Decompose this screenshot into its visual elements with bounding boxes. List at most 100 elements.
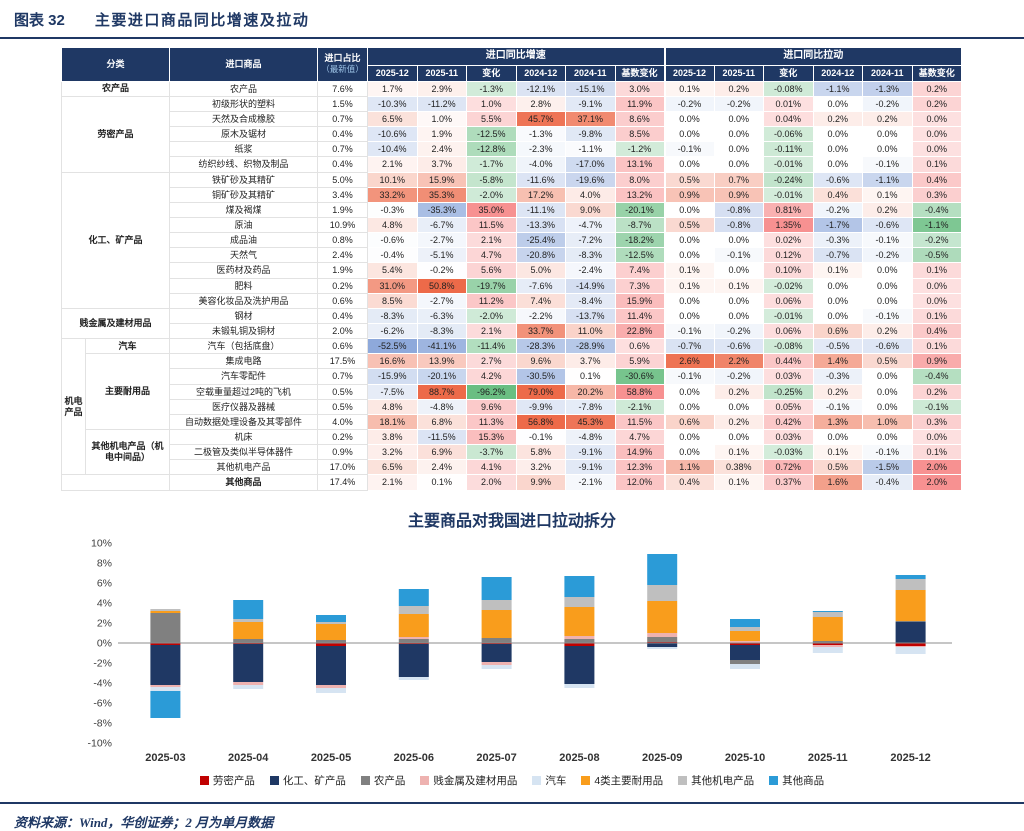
share-cell: 17.4% (317, 474, 369, 491)
table-cell: 0.0% (713, 126, 765, 143)
table-cell: 0.06% (763, 292, 814, 309)
table-cell: -0.4% (911, 201, 963, 219)
table-cell: -41.1% (416, 338, 468, 355)
table-cell: 2.6% (663, 353, 715, 370)
table-cell: 7.4% (515, 292, 567, 309)
source-note-text: 资料来源：Wind，华创证券；2 月为单月数据 (14, 814, 274, 830)
table-cell: 0.0% (812, 292, 864, 309)
table-cell: 2.1% (466, 322, 517, 340)
table-row: 汽车零配件 0.7% -15.9% -20.1% 4.2% -30.5% 0.1% -30.6… (62, 368, 963, 385)
share-cell: 0.5% (317, 383, 369, 400)
table-cell: 0.42% (763, 413, 814, 430)
legend-swatch (420, 775, 430, 785)
table-cell: -2.1% (614, 398, 666, 415)
table-cell: 5.8% (515, 444, 567, 461)
table-cell: -6.3% (416, 307, 468, 325)
table-cell: 1.1% (663, 459, 715, 476)
table-cell: -12.8% (466, 141, 517, 158)
table-cell: -9.1% (565, 459, 616, 476)
table-cell: 2.8% (515, 95, 567, 113)
y-axis-tick-label: -8% (93, 717, 112, 729)
col-subheader: 2024-11 (565, 64, 616, 82)
table-row: 医疗仪器及器械 0.5% 4.8% -4.8% 9.6% -9.9% -7.8% -2.1% 0… (62, 398, 963, 415)
table-cell: 3.2% (367, 444, 418, 461)
share-cell: 3.4% (317, 186, 369, 203)
table-row: 美容化妆品及洗护用品 0.6% 8.5% -2.7% 11.2% 7.4% -8.4% 15.… (62, 292, 963, 309)
table-cell: 0.0% (663, 444, 715, 461)
bar-segment (647, 636, 678, 642)
table-cell: 56.8% (515, 413, 567, 430)
table-cell: -1.1% (911, 217, 963, 234)
table-cell: -0.1% (663, 322, 715, 340)
table-cell: 0.81% (763, 201, 814, 219)
category-cell: 其他机电产品（机电中间品） (84, 428, 171, 476)
table-cell: 2.0% (466, 474, 517, 491)
col-subheader: 2025-11 (713, 64, 765, 82)
table-cell: 0.2% (713, 383, 765, 400)
bar-segment (316, 687, 346, 693)
legend-swatch (199, 775, 209, 785)
share-cell: 4.0% (317, 413, 369, 430)
table-cell: -0.25% (763, 383, 814, 400)
x-axis-tick-label: 2025-05 (311, 752, 351, 764)
table-container: 分类 进口商品 进口占比 （最新值） 进口同比增速 进口同比拉动 2025-12 2025-1… (60, 47, 963, 491)
commodity-cell: 自动数据处理设备及其零部件 (169, 413, 319, 430)
table-cell: 79.0% (515, 383, 567, 400)
table-cell: -28.9% (565, 338, 616, 355)
table-cell: 0.0% (663, 156, 715, 173)
legend-label: 化工、矿产品 (282, 774, 346, 787)
share-cell: 0.6% (317, 292, 369, 309)
table-cell: 0.0% (812, 428, 864, 446)
table-cell: 0.12% (763, 247, 814, 264)
bar-segment (647, 646, 678, 649)
col-subheader: 变化 (466, 64, 517, 82)
table-cell: -8.7% (614, 217, 666, 234)
table-cell: 1.4% (812, 353, 864, 370)
table-cell: -9.1% (565, 95, 616, 113)
commodity-cell: 农产品 (169, 80, 319, 97)
table-row: 化工、矿产品 铁矿砂及其精矿 5.0% 10.1% 15.9% -5.8% -11.6% -1… (60, 171, 963, 309)
table-cell: 7.4% (614, 262, 666, 279)
legend-label: 其他商品 (782, 774, 825, 787)
bar-segment (233, 618, 264, 622)
col-header-growth-group: 进口同比增速 (367, 47, 666, 66)
table-cell: 3.8% (367, 428, 418, 446)
table-cell: 5.5% (466, 111, 517, 128)
table-cell: 0.9% (663, 186, 715, 203)
share-cell: 0.5% (317, 398, 369, 415)
table-cell: 0.9% (713, 186, 765, 203)
table-cell: -0.7% (663, 338, 715, 355)
source-note: 资料来源：Wind，华创证券；2 月为单月数据 (0, 801, 1024, 831)
bar-segment (647, 632, 678, 637)
category-cell: 机电产品 (61, 338, 86, 476)
table-cell: 15.3% (466, 428, 517, 446)
bar-segment (398, 605, 429, 614)
table-cell: 0.1% (911, 156, 963, 173)
bar-segment (564, 635, 595, 639)
share-cell: 1.5% (317, 95, 369, 113)
table-cell: -0.6% (713, 338, 765, 355)
table-cell: -3.7% (466, 444, 517, 461)
table-cell: -2.0% (466, 307, 517, 325)
bar-segment (564, 642, 595, 646)
table-cell: 5.6% (466, 262, 517, 279)
bar-segment (564, 645, 595, 684)
table-cell: 13.2% (614, 186, 666, 203)
commodity-cell: 二极管及类似半导体器件 (169, 444, 319, 461)
table-cell: 0.0% (663, 307, 715, 325)
table-cell: 0.03% (763, 428, 814, 446)
table-cell: -4.8% (565, 428, 616, 446)
table-cell: -0.1% (663, 368, 715, 385)
bar-segment (812, 610, 843, 612)
table-cell: 0.0% (713, 262, 765, 279)
table-cell: 0.2% (911, 95, 963, 113)
table-cell: 0.38% (713, 459, 765, 476)
y-axis-tick-label: 4% (97, 597, 112, 609)
table-cell: -2.0% (466, 186, 517, 203)
table-row: 贱金属及建材用品 钢材 0.4% -8.3% -6.3% -2.0% -2.2% -13.7%… (60, 307, 963, 340)
stacked-bar-chart: 10% 8% 6% 4% 2% 0% -2% -4% -6% -8% -10% 2025-03 2025… (87, 537, 952, 764)
col-header-commodity: 进口商品 (169, 47, 319, 82)
table-cell: -96.2% (466, 383, 517, 400)
category-cell: 贱金属及建材用品 (60, 307, 171, 340)
x-axis-tick-label: 2025-11 (808, 752, 848, 764)
